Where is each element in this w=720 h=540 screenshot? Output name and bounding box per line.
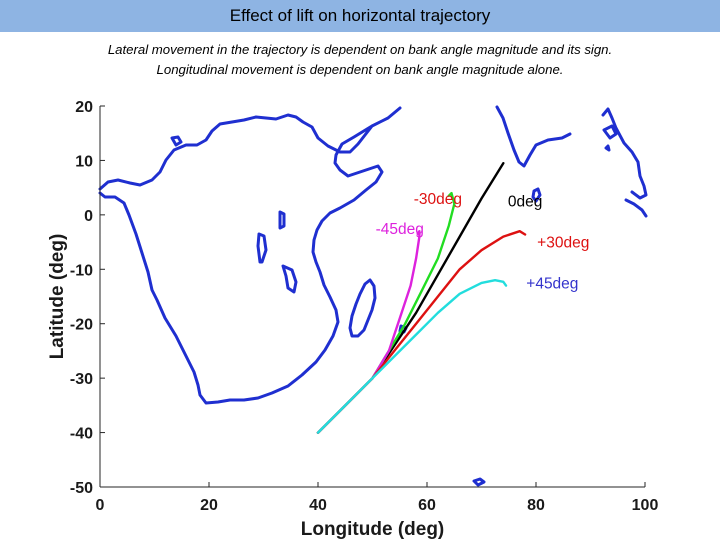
x-axis-label: Longitude (deg) [301, 519, 445, 540]
island-1 [170, 135, 183, 147]
series-annotation-1: -45deg [376, 221, 424, 238]
series-annotation-4: +45deg [526, 275, 578, 292]
india-coastline [495, 105, 572, 168]
madagascar-coastline [348, 278, 377, 338]
x-tick-label: 60 [418, 497, 436, 514]
island-6 [472, 477, 486, 487]
y-tick-label: -40 [70, 426, 93, 443]
trajectory-series [316, 162, 527, 434]
x-tick-label: 20 [200, 497, 218, 514]
x-tick-label: 80 [527, 497, 545, 514]
series-annotations: -30deg -45deg 0deg +30deg +45deg [376, 191, 590, 292]
y-tick-label: 10 [75, 153, 93, 170]
x-tick-label: 40 [309, 497, 327, 514]
y-tick-label: -20 [70, 317, 93, 334]
chart-axes: 0 20 40 60 80 10020100-10-20-30-40-50Longitud… [47, 99, 658, 540]
title-bar: Effect of lift on horizontal trajectory [0, 0, 720, 32]
island-2 [256, 232, 268, 264]
y-tick-label: -50 [70, 480, 93, 497]
series-annotation-3: +30deg [537, 235, 589, 252]
slide-title: Effect of lift on horizontal trajectory [229, 6, 491, 25]
series-annotation-0: -30deg [414, 191, 462, 208]
island-4 [281, 264, 298, 294]
y-tick-label: 0 [84, 208, 93, 225]
subtitle: Lateral movement in the trajectory is de… [0, 40, 720, 80]
series-annotation-2: 0deg [508, 194, 542, 211]
subtitle-line-1: Lateral movement in the trajectory is de… [107, 42, 613, 57]
x-tick-label: 100 [632, 497, 659, 514]
coastline-map [98, 105, 648, 487]
subtitle-line-2: Longitudinal movement is dependent on ba… [156, 62, 564, 77]
africa-coastline [98, 106, 402, 405]
island-7 [604, 144, 611, 152]
series-line-4 [316, 279, 508, 434]
y-tick-label: 20 [75, 99, 93, 116]
east-asia-coastline [601, 107, 648, 218]
island-3 [278, 210, 286, 230]
y-tick-label: -10 [70, 262, 93, 279]
sri-lanka-coastline [531, 187, 542, 203]
x-tick-label: 0 [96, 497, 105, 514]
y-tick-label: -30 [70, 371, 93, 388]
y-axis-label: Latitude (deg) [47, 234, 68, 360]
